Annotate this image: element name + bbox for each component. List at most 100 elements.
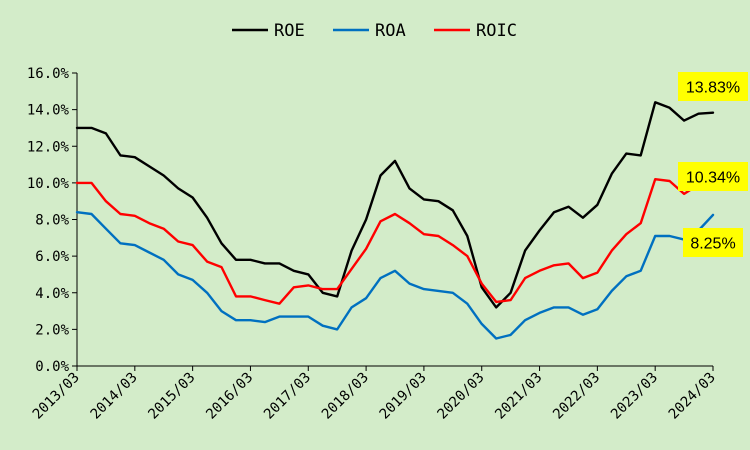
y-tick-label: 10.0% xyxy=(27,176,70,192)
data-point-roa xyxy=(105,228,107,230)
series-line-roe xyxy=(75,101,715,309)
callout-box-roa xyxy=(683,228,743,257)
x-tick-label: 2023/03 xyxy=(608,370,661,423)
data-point-roe xyxy=(481,286,483,288)
data-point-roe xyxy=(322,292,324,294)
data-point-roe xyxy=(596,204,598,206)
data-point-roa xyxy=(322,325,324,327)
data-point-roa xyxy=(669,235,671,237)
data-point-roe xyxy=(119,154,121,157)
x-tick-label: 2014/03 xyxy=(88,370,141,423)
data-point-roic xyxy=(90,182,93,184)
data-point-roic xyxy=(192,244,194,246)
x-tick-label: 2022/03 xyxy=(550,370,603,423)
data-point-roe xyxy=(408,187,411,189)
data-point-roic xyxy=(452,244,454,246)
data-point-roe xyxy=(76,127,78,129)
data-point-roa xyxy=(712,214,714,216)
data-point-roa xyxy=(611,290,613,292)
data-point-roa xyxy=(148,251,150,254)
data-point-roe xyxy=(683,120,685,122)
y-tick-label: 0.0% xyxy=(35,359,69,375)
data-point-roe xyxy=(148,165,150,167)
data-point-roe xyxy=(379,174,382,177)
data-point-roe xyxy=(553,211,555,213)
data-point-roe xyxy=(423,198,425,200)
data-point-roic xyxy=(105,200,107,202)
data-point-roic xyxy=(625,233,627,235)
data-point-roic xyxy=(611,250,613,252)
data-point-roic xyxy=(336,288,338,290)
callout-box-roe xyxy=(678,72,748,101)
data-point-roic xyxy=(379,220,382,222)
data-point-roe xyxy=(90,127,93,129)
data-point-roa xyxy=(423,288,425,290)
data-point-roa xyxy=(278,315,280,318)
y-tick-label: 8.0% xyxy=(35,213,69,229)
data-point-roa xyxy=(524,319,526,321)
data-point-roe xyxy=(192,196,194,199)
data-point-roe xyxy=(134,156,136,158)
data-point-roa xyxy=(437,290,439,292)
data-point-roe xyxy=(669,107,671,109)
legend-item-roic: ROIC xyxy=(434,21,517,41)
data-point-roa xyxy=(452,292,454,294)
data-point-roic xyxy=(640,222,642,224)
data-point-roa xyxy=(336,328,338,330)
data-point-roa xyxy=(495,337,497,340)
data-point-roe xyxy=(712,112,714,114)
x-tick-label: 2021/03 xyxy=(492,370,545,423)
data-point-roe xyxy=(264,262,266,265)
data-point-roic xyxy=(163,228,165,230)
data-point-roa xyxy=(553,306,555,308)
series-roa xyxy=(75,210,715,340)
x-tick-label: 2018/03 xyxy=(319,370,372,423)
series-roe xyxy=(75,101,715,309)
data-point-roa xyxy=(163,259,165,261)
data-point-roe xyxy=(177,187,179,189)
data-point-roa xyxy=(293,315,295,318)
data-point-roe xyxy=(524,250,526,252)
callout-box-roic xyxy=(678,162,748,191)
x-tick-label: 2017/03 xyxy=(261,370,314,423)
data-point-roa xyxy=(379,277,382,279)
data-point-roic xyxy=(567,262,570,265)
data-point-roic xyxy=(466,255,468,257)
data-point-roic xyxy=(235,295,237,298)
legend-item-roa: ROA xyxy=(333,21,406,41)
x-tick-label: 2019/03 xyxy=(377,370,430,423)
data-point-roic xyxy=(495,301,497,303)
y-tick-label: 4.0% xyxy=(35,286,69,302)
data-point-roic xyxy=(683,193,685,195)
y-tick-label: 16.0% xyxy=(27,66,70,82)
data-point-roe xyxy=(510,292,512,294)
data-point-roic xyxy=(481,282,483,285)
data-point-roa xyxy=(134,244,136,246)
data-point-roic xyxy=(553,264,555,266)
data-point-roic xyxy=(76,182,78,184)
data-point-roic xyxy=(596,272,598,274)
data-point-roic xyxy=(423,233,425,235)
data-point-roe xyxy=(538,229,541,232)
data-point-roe xyxy=(567,206,570,208)
callout-roic: 10.34% xyxy=(678,162,748,191)
callout-label-roic: 10.34% xyxy=(686,170,740,187)
legend: ROE ROA ROIC xyxy=(232,21,517,41)
data-point-roe xyxy=(611,173,613,175)
data-point-roic xyxy=(148,222,150,224)
data-point-roa xyxy=(596,308,598,310)
data-point-roic xyxy=(408,222,411,224)
data-point-roe xyxy=(351,250,353,252)
data-point-roe xyxy=(582,217,584,219)
data-point-roa xyxy=(264,321,266,323)
y-tick-label: 2.0% xyxy=(35,322,69,338)
data-point-roic xyxy=(206,261,208,263)
y-tick-label: 14.0% xyxy=(27,103,70,119)
data-point-roic xyxy=(437,235,439,237)
legend-label-roic: ROIC xyxy=(476,21,517,41)
data-point-roe xyxy=(452,209,454,211)
data-point-roe xyxy=(206,217,208,219)
data-point-roic xyxy=(264,299,266,301)
callouts: 13.83% 10.34% 8.25% xyxy=(678,72,748,257)
data-point-roe xyxy=(307,273,309,276)
